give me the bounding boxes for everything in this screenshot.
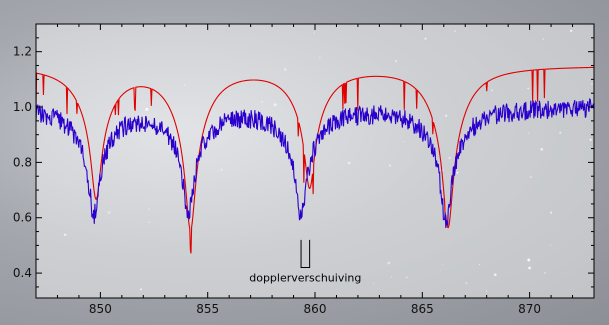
star-speck xyxy=(527,258,531,262)
x-tick-label: 865 xyxy=(411,302,434,316)
star-speck xyxy=(448,156,451,160)
star-speck xyxy=(444,114,448,118)
star-speck xyxy=(261,100,264,103)
series-line-observed xyxy=(35,97,595,229)
star-speck xyxy=(590,83,594,86)
star-speck xyxy=(319,56,321,59)
x-tick-label: 850 xyxy=(89,302,112,316)
star-speck xyxy=(544,272,546,274)
star-speck xyxy=(273,103,277,107)
star-speck xyxy=(589,138,592,141)
star-speck xyxy=(540,148,544,151)
star-speck xyxy=(387,261,391,265)
star-speck xyxy=(527,132,529,134)
doppler-shift-bracket xyxy=(300,239,311,269)
star-speck xyxy=(313,32,315,34)
star-speck xyxy=(78,134,80,137)
star-speck xyxy=(390,276,392,278)
star-speck xyxy=(424,37,427,40)
y-tick-label: 0.8 xyxy=(13,155,32,169)
star-speck xyxy=(405,276,408,279)
star-speck xyxy=(454,30,456,32)
star-speck xyxy=(542,38,544,40)
star-speck xyxy=(490,89,493,92)
star-speck xyxy=(550,244,552,246)
star-speck xyxy=(290,185,292,188)
star-speck xyxy=(465,282,468,285)
y-tick-label: 1.2 xyxy=(13,45,32,59)
star-speck xyxy=(395,60,397,63)
y-tick-label: 0.4 xyxy=(13,266,32,280)
star-speck xyxy=(284,68,287,71)
star-speck xyxy=(549,211,553,214)
star-background xyxy=(35,23,594,292)
y-tick-label: 1.0 xyxy=(13,100,32,114)
star-speck xyxy=(460,99,462,100)
star-speck xyxy=(220,168,223,171)
star-speck xyxy=(478,263,481,266)
star-speck xyxy=(528,266,531,270)
x-axis: 850 855 860 865 870 xyxy=(35,24,595,316)
star-speck xyxy=(442,264,444,265)
star-speck xyxy=(64,233,67,236)
star-speck xyxy=(80,53,82,55)
star-speck xyxy=(527,87,530,90)
x-tick-label: 855 xyxy=(196,302,219,316)
star-speck xyxy=(107,211,111,214)
star-speck xyxy=(139,288,143,291)
star-speck xyxy=(559,131,562,134)
star-speck xyxy=(462,138,464,140)
plot-area xyxy=(36,24,594,298)
x-tick-label: 860 xyxy=(304,302,327,316)
annotation-layer: dopplerverschuiving xyxy=(249,239,361,285)
star-speck xyxy=(348,161,351,165)
star-speck xyxy=(257,137,258,139)
star-speck xyxy=(493,273,497,277)
star-speck xyxy=(148,221,150,223)
star-speck xyxy=(183,84,186,86)
series-layer xyxy=(35,66,595,254)
y-axis: 0.4 0.6 0.8 1.0 1.2 xyxy=(13,37,594,288)
star-speck xyxy=(569,29,573,33)
y-tick-label: 0.6 xyxy=(13,211,32,225)
star-speck xyxy=(372,282,375,284)
doppler-shift-label: dopplerverschuiving xyxy=(249,272,361,285)
star-speck xyxy=(148,208,150,210)
star-speck xyxy=(403,141,405,143)
star-speck xyxy=(145,107,149,111)
star-speck xyxy=(456,171,459,174)
star-speck xyxy=(442,169,444,171)
x-tick-label: 870 xyxy=(518,302,541,316)
star-speck xyxy=(389,164,391,167)
star-speck xyxy=(486,290,488,292)
star-speck xyxy=(530,176,532,178)
star-speck xyxy=(439,269,441,271)
